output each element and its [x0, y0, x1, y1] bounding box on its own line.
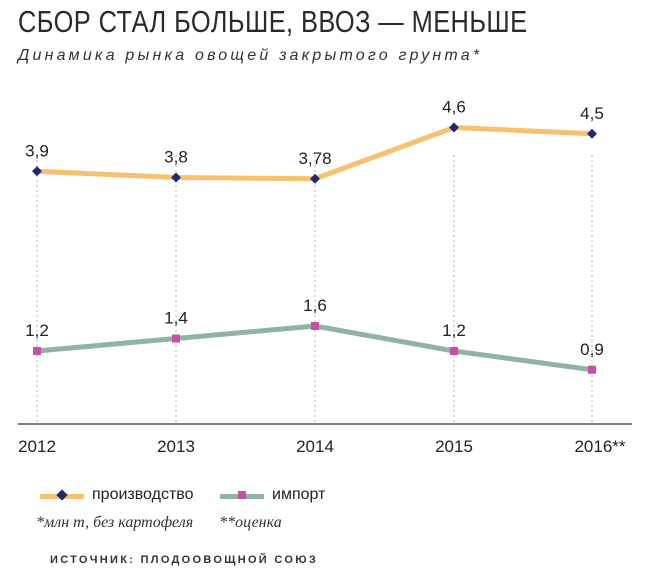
legend-marker-import [238, 491, 246, 499]
x-tick-label: 2015 [435, 437, 473, 456]
data-point [311, 322, 319, 330]
legend-label-production: производство [92, 486, 194, 503]
data-label: 3,9 [25, 141, 49, 160]
data-label: 1,4 [164, 309, 188, 328]
footnote-estimate: **оценка [219, 514, 282, 531]
x-tick-label: 2013 [157, 437, 195, 456]
data-label: 1,6 [303, 296, 327, 315]
chart-title: СБОР СТАЛ БОЛЬШЕ, ВВОЗ — МЕНЬШЕ [18, 4, 528, 39]
x-tick-labels: 2012 2013 2014 2015 2016** [18, 437, 626, 456]
series-layer: 3,9 3,8 3,78 4,6 4,5 1,2 1,4 1,6 1,2 0,9 [25, 98, 604, 374]
data-label: 3,78 [298, 149, 331, 168]
data-label: 3,8 [164, 148, 188, 167]
data-label: 4,6 [442, 98, 466, 117]
x-tick-label: 2012 [18, 437, 56, 456]
x-tick-label: 2016** [574, 437, 625, 456]
data-point [588, 365, 596, 374]
line-chart: 3,9 3,8 3,78 4,6 4,5 1,2 1,4 1,6 1,2 0,9 2012 2013… [18, 98, 632, 456]
data-point [172, 334, 180, 343]
data-point [310, 173, 320, 184]
data-label: 1,2 [25, 321, 49, 340]
data-point [587, 128, 597, 139]
footnotes: *млн т, без картофеля **оценка [36, 514, 304, 532]
data-label: 0,9 [580, 340, 604, 359]
data-point [33, 347, 41, 355]
data-point [32, 166, 42, 177]
legend-label-import: импорт [272, 486, 326, 503]
data-label: 4,5 [580, 104, 604, 123]
x-tick-label: 2014 [296, 437, 334, 456]
chart-subtitle: Динамика рынка овощей закрытого грунта* [18, 47, 483, 64]
data-point [171, 172, 181, 183]
data-point [450, 347, 458, 355]
source-note: ИСТОЧНИК: ПЛОДООВОЩНОЙ СОЮЗ [50, 554, 319, 566]
footnote-unit: *млн т, без картофеля [36, 514, 194, 531]
data-label: 1,2 [442, 321, 466, 340]
series-line [36, 323, 593, 373]
grid-lines [36, 155, 593, 424]
